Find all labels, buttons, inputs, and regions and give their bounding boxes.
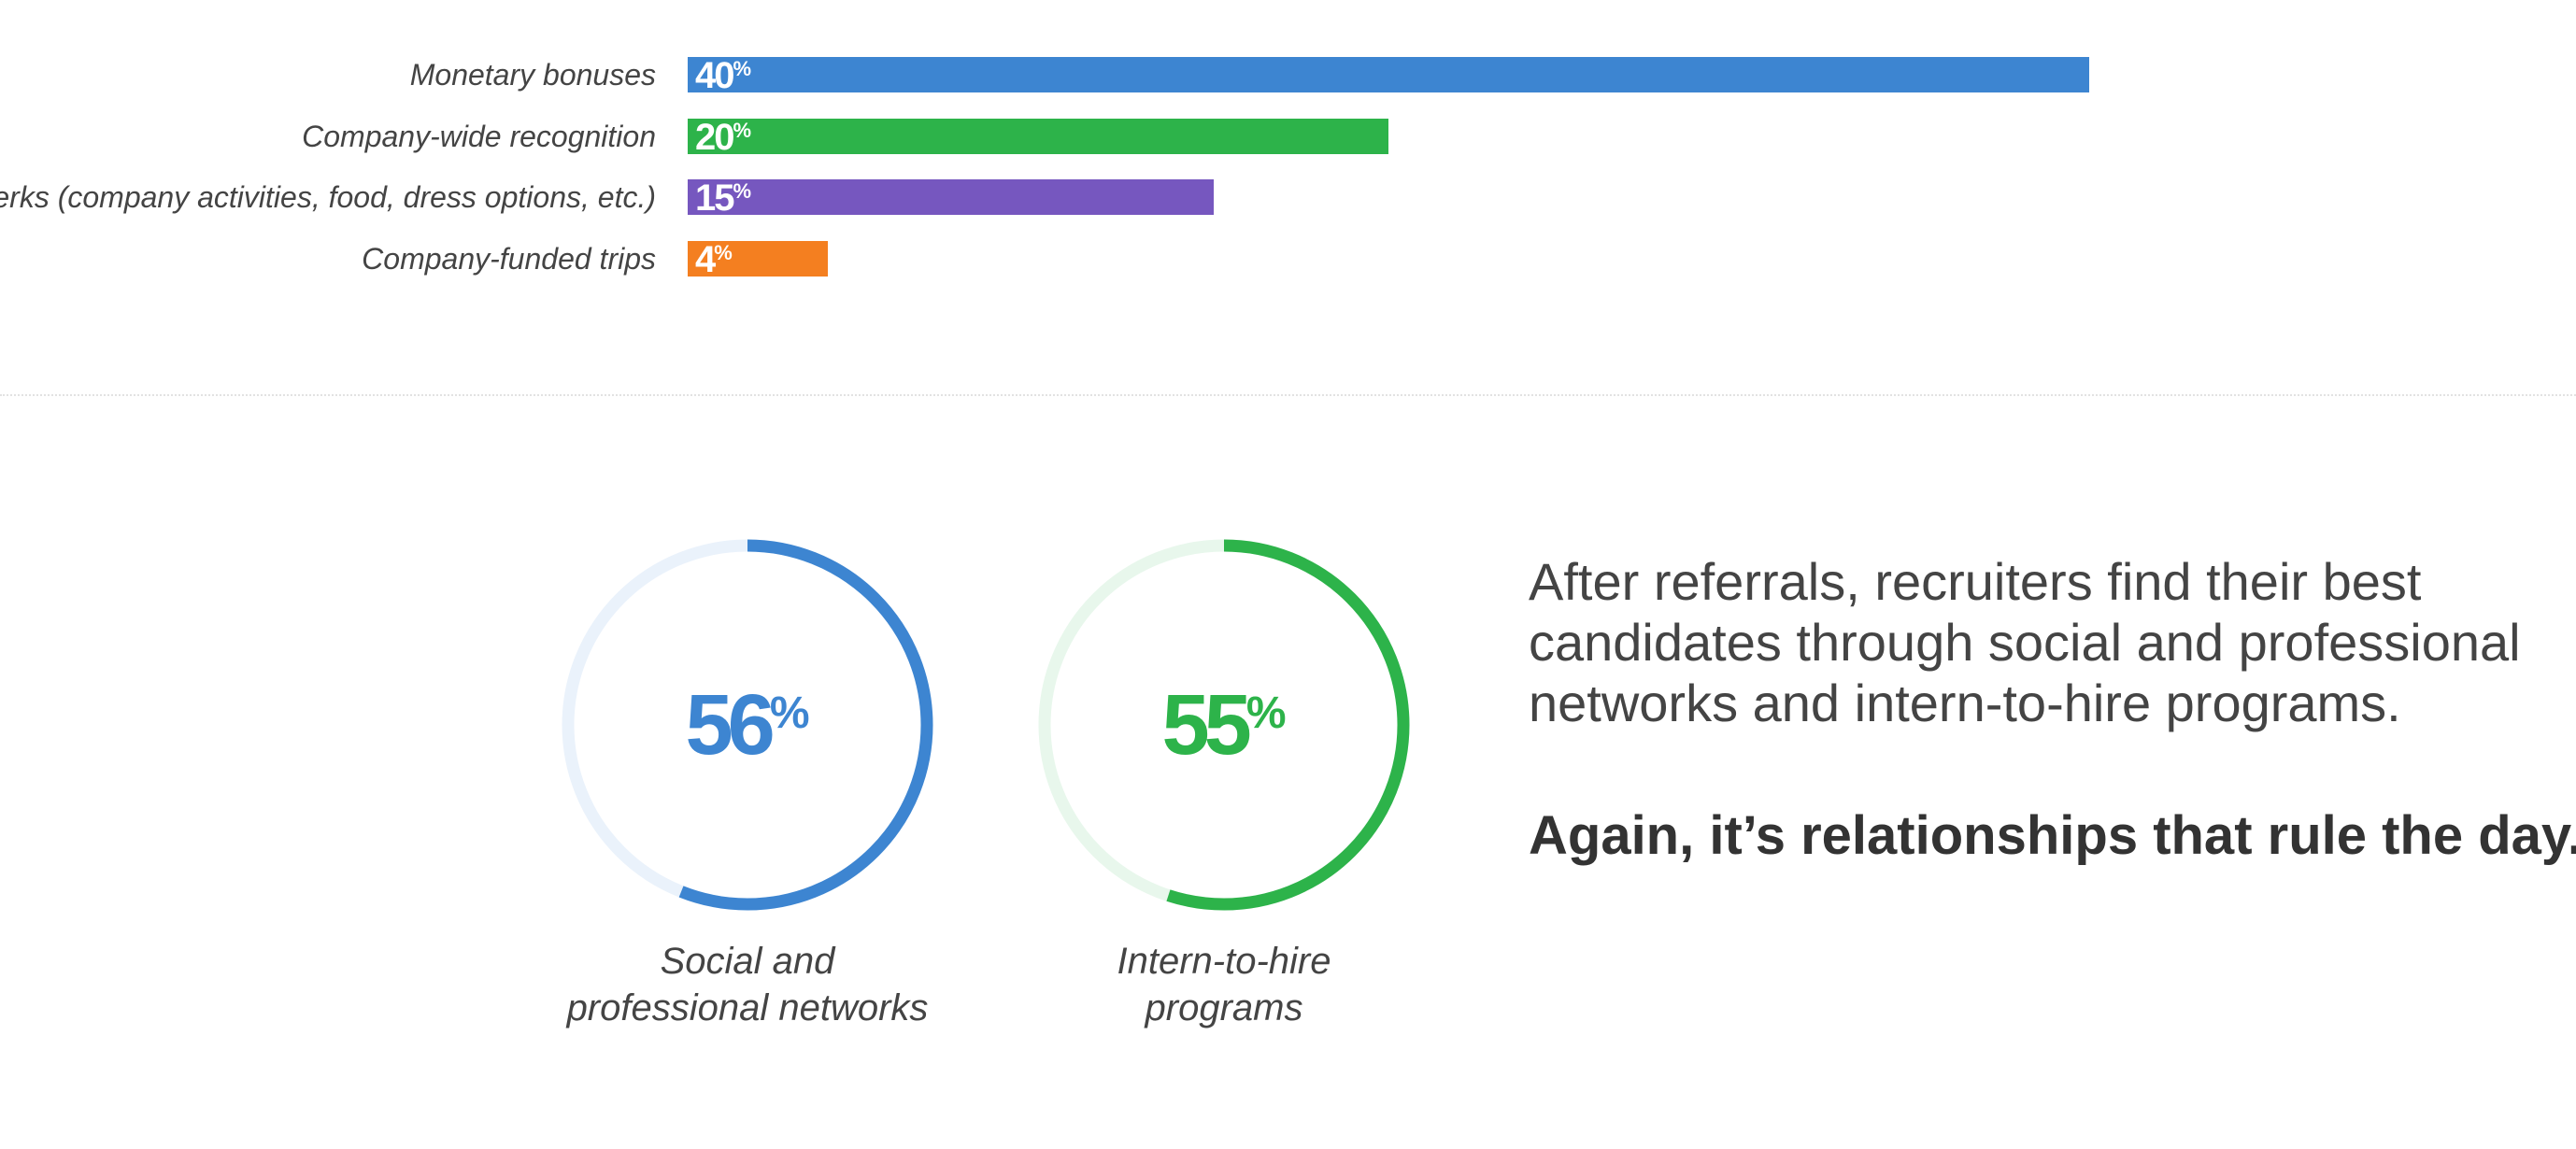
bar-row: Company-wide recognition 20% bbox=[0, 117, 2576, 158]
donut-svg bbox=[562, 539, 933, 911]
bar: 40% bbox=[688, 55, 2089, 96]
bar-value-label: 15% bbox=[695, 177, 752, 219]
bar-row: Monetary bonuses 40% bbox=[0, 55, 2576, 96]
bar: 15% bbox=[688, 177, 1214, 219]
bar-category-label: Monetary bonuses bbox=[409, 58, 656, 92]
section-divider bbox=[0, 394, 2576, 396]
headline-text: After referrals, recruiters find their b… bbox=[1529, 552, 2521, 732]
bar-value-label: 4% bbox=[695, 239, 733, 280]
donut-chart: 55% bbox=[1037, 538, 1411, 912]
bar-chart: Monetary bonuses 40% Company-wide recogn… bbox=[0, 0, 2576, 392]
bar-category-label: Company-funded trips bbox=[362, 242, 656, 276]
donut-caption: Intern-to-hire programs bbox=[990, 938, 1458, 1031]
subhead-text: Again, it’s relationships that rule the … bbox=[1529, 805, 2576, 866]
donut-arc bbox=[1038, 539, 1410, 911]
donut-svg bbox=[1038, 539, 1410, 911]
bar: 20% bbox=[688, 117, 1388, 158]
bar-row: Perks (company activities, food, dress o… bbox=[0, 177, 2576, 219]
bar-category-label: Company-wide recognition bbox=[302, 120, 656, 153]
donut-value-label: 55% bbox=[1161, 676, 1287, 773]
donut-caption-line: Social and bbox=[660, 941, 835, 982]
donut-caption-line: programs bbox=[1145, 987, 1303, 1028]
donut-chart: 56% bbox=[561, 538, 934, 912]
bar-category-label: Perks (company activities, food, dress o… bbox=[0, 180, 656, 214]
bar-row: Company-funded trips 4% bbox=[0, 239, 2576, 280]
donut-caption: Social and professional networks bbox=[514, 938, 981, 1031]
donut-caption-line: professional networks bbox=[566, 987, 929, 1028]
bar: 4% bbox=[688, 239, 828, 280]
donut-arc bbox=[562, 539, 933, 911]
donut-caption-line: Intern-to-hire bbox=[1117, 941, 1331, 982]
bar-value-label: 20% bbox=[695, 117, 752, 158]
bar-value-label: 40% bbox=[695, 55, 752, 96]
donut-value-label: 56% bbox=[685, 676, 810, 773]
